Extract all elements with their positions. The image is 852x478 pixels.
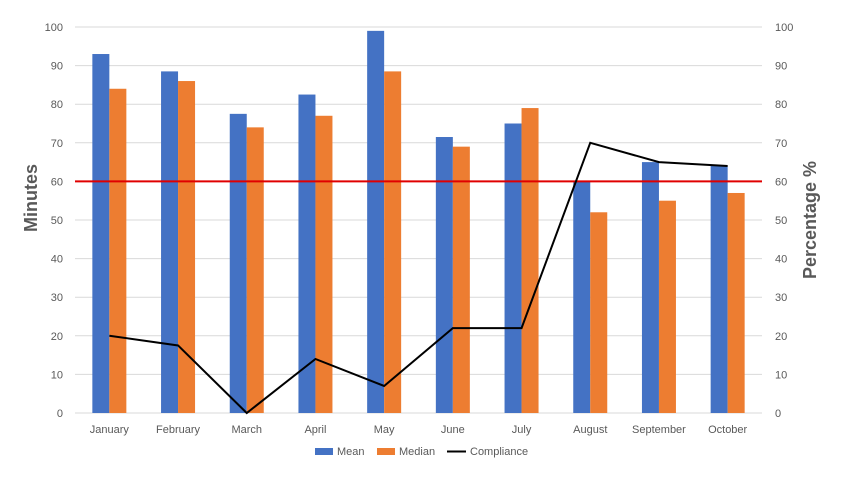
bar-mean-january: [92, 54, 110, 414]
legend-swatch-mean: [315, 448, 333, 455]
y-axis-title: Minutes: [21, 164, 41, 232]
y-tick-label: 60: [51, 176, 63, 188]
x-axis-ticks: January February March April May June July Augu…: [90, 424, 748, 436]
bar-mean-may: [367, 30, 385, 414]
y2-tick-label: 100: [775, 22, 793, 34]
bar-mean-october: [710, 165, 728, 413]
legend-swatch-median: [377, 448, 395, 455]
x-tick-label: March: [231, 424, 262, 436]
x-tick-label: July: [512, 424, 532, 436]
y-tick-label: 10: [51, 369, 63, 381]
x-tick-label: June: [441, 424, 465, 436]
bar-median-july: [521, 108, 539, 413]
y-axis-ticks: 0 10 20 30 40 50 60 70 80 90 100: [45, 22, 63, 420]
bar-median-march: [246, 127, 264, 414]
x-tick-label: January: [90, 424, 130, 436]
legend-label-compliance: Compliance: [470, 446, 528, 458]
bar-median-april: [315, 115, 333, 413]
bar-mean-february: [161, 71, 179, 413]
y-tick-label: 70: [51, 138, 63, 150]
bar-mean-july: [504, 123, 522, 413]
bar-mean-march: [229, 113, 247, 413]
y2-tick-label: 0: [775, 408, 781, 420]
legend-label-median: Median: [399, 446, 435, 458]
bar-mean-september: [641, 162, 659, 413]
y2-tick-label: 40: [775, 254, 787, 266]
bar-median-october: [727, 192, 745, 413]
y2-tick-label: 80: [775, 99, 787, 111]
bar-median-may: [384, 71, 402, 413]
y-tick-label: 50: [51, 215, 63, 227]
x-tick-label: April: [304, 424, 326, 436]
y-tick-label: 80: [51, 99, 63, 111]
bar-median-january: [109, 88, 127, 413]
bars: [92, 30, 745, 414]
bar-median-august: [590, 212, 608, 413]
y2-tick-label: 50: [775, 215, 787, 227]
x-tick-label: February: [156, 424, 201, 436]
y-tick-label: 90: [51, 61, 63, 73]
y-tick-label: 100: [45, 22, 63, 34]
bar-mean-june: [435, 137, 453, 413]
y-tick-label: 20: [51, 331, 63, 343]
bar-median-february: [178, 81, 196, 413]
y2-axis-ticks: 0 10 20 30 40 50 60 70 80 90 100: [775, 22, 793, 420]
y-tick-label: 30: [51, 292, 63, 304]
y2-tick-label: 60: [775, 176, 787, 188]
y2-tick-label: 90: [775, 61, 787, 73]
x-tick-label: October: [708, 424, 747, 436]
y-tick-label: 0: [57, 408, 63, 420]
x-tick-label: May: [374, 424, 395, 436]
y-tick-label: 40: [51, 254, 63, 266]
y2-tick-label: 10: [775, 369, 787, 381]
y2-tick-label: 70: [775, 138, 787, 150]
legend-label-mean: Mean: [337, 446, 365, 458]
bar-median-september: [658, 200, 676, 413]
bar-median-june: [452, 146, 470, 413]
x-tick-label: September: [632, 424, 686, 436]
x-tick-label: August: [573, 424, 607, 436]
bar-mean-april: [298, 94, 316, 414]
y2-tick-label: 20: [775, 331, 787, 343]
bar-mean-august: [573, 181, 591, 413]
series-line-compliance: [109, 141, 728, 415]
y2-axis-title: Percentage %: [800, 161, 820, 279]
y2-tick-label: 30: [775, 292, 787, 304]
legend: Mean Median Compliance: [315, 446, 528, 458]
